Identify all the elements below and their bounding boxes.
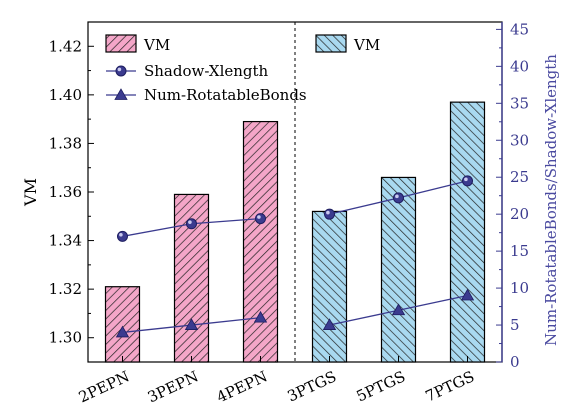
point-triangle-2PEPN [115,325,130,338]
point-circle-3PEPN-highlight [188,220,192,224]
bar-7PTGS [449,101,486,363]
point-circle-3PEPN [186,218,197,230]
x-tick-label: 2PEPN [76,367,132,406]
point-circle-4PEPN-highlight [257,215,261,219]
legend: VM Shadow-Xlength Num-RotatableBonds VM [105,34,380,104]
left-tick-label: 1.40 [49,86,82,104]
point-circle-5PTGS-dot [393,192,404,204]
lines [115,175,475,338]
bar-3PTGS [311,210,348,363]
legend-label-vm-right: VM [353,36,380,54]
left-tick-label: 1.32 [49,280,82,298]
point-circle-7PTGS-highlight [464,177,468,182]
x-tick-label: 3PTGS [285,367,340,405]
left-tick-label: 1.42 [49,37,82,55]
bar-2PEPN [104,286,141,363]
point-circle-3PTGS [324,208,335,220]
point-triangle-3PTGS [322,318,337,330]
point-triangle-5PTGS [391,303,406,316]
point-circle-4PEPN-dot [255,213,266,225]
legend-swatch-vm-right [315,34,347,53]
legend-marker-shadow-dot [115,65,127,77]
bar-5PTGS [380,176,417,363]
point-triangle-3PEPN [184,318,199,330]
right-tick-label: 5 [510,316,520,334]
right-tick-label: 20 [510,205,529,223]
legend-marker-shadow [115,65,127,77]
right-tick-label: 35 [510,94,529,112]
point-circle-2PEPN [117,230,128,242]
point-circle-2PEPN-highlight [119,232,123,237]
point-circle-7PTGS [462,175,473,187]
left-tick-label: 1.30 [49,329,82,347]
point-circle-7PTGS-dot [462,175,473,187]
x-tick-label: 3PEPN [145,367,201,406]
point-circle-2PEPN-dot [117,230,128,242]
left-tick-label: 1.38 [49,134,82,152]
point-circle-5PTGS-highlight [395,194,399,199]
right-tick-label: 0 [510,353,520,371]
bar-4PEPN [242,120,279,363]
legend-label-vm-left: VM [143,36,170,54]
right-tick-label: 25 [510,168,529,186]
point-circle-3PEPN-dot [186,218,197,230]
x-tick-label: 7PTGS [423,367,478,405]
right-tick-label: 40 [510,57,529,75]
point-circle-4PEPN [255,213,266,225]
legend-marker-bonds [114,88,128,100]
legend-marker-shadow-highlight [117,67,122,72]
left-tick-label: 1.36 [49,183,82,201]
right-tick-label: 10 [510,279,529,297]
legend-label-bonds: Num-RotatableBonds [144,86,307,104]
legend-label-shadow: Shadow-Xlength [144,62,269,80]
legend-swatch-vm-left [105,34,137,53]
x-tick-label: 4PEPN [214,367,270,406]
point-circle-3PTGS-highlight [326,210,330,215]
point-circle-3PTGS-dot [324,208,335,220]
point-circle-5PTGS [393,192,404,204]
left-tick-label: 1.34 [49,232,82,250]
x-tick-label: 5PTGS [354,367,409,405]
point-triangle-4PEPN [253,310,268,323]
right-tick-label: 15 [510,242,529,260]
right-tick-label: 45 [510,20,529,38]
right-tick-label: 30 [510,131,529,149]
y-axis-title-left: VM [21,178,40,207]
y-axis-title-right: Num-RotatableBonds/Shadow-Xlength [542,54,560,346]
point-triangle-7PTGS [460,288,475,301]
